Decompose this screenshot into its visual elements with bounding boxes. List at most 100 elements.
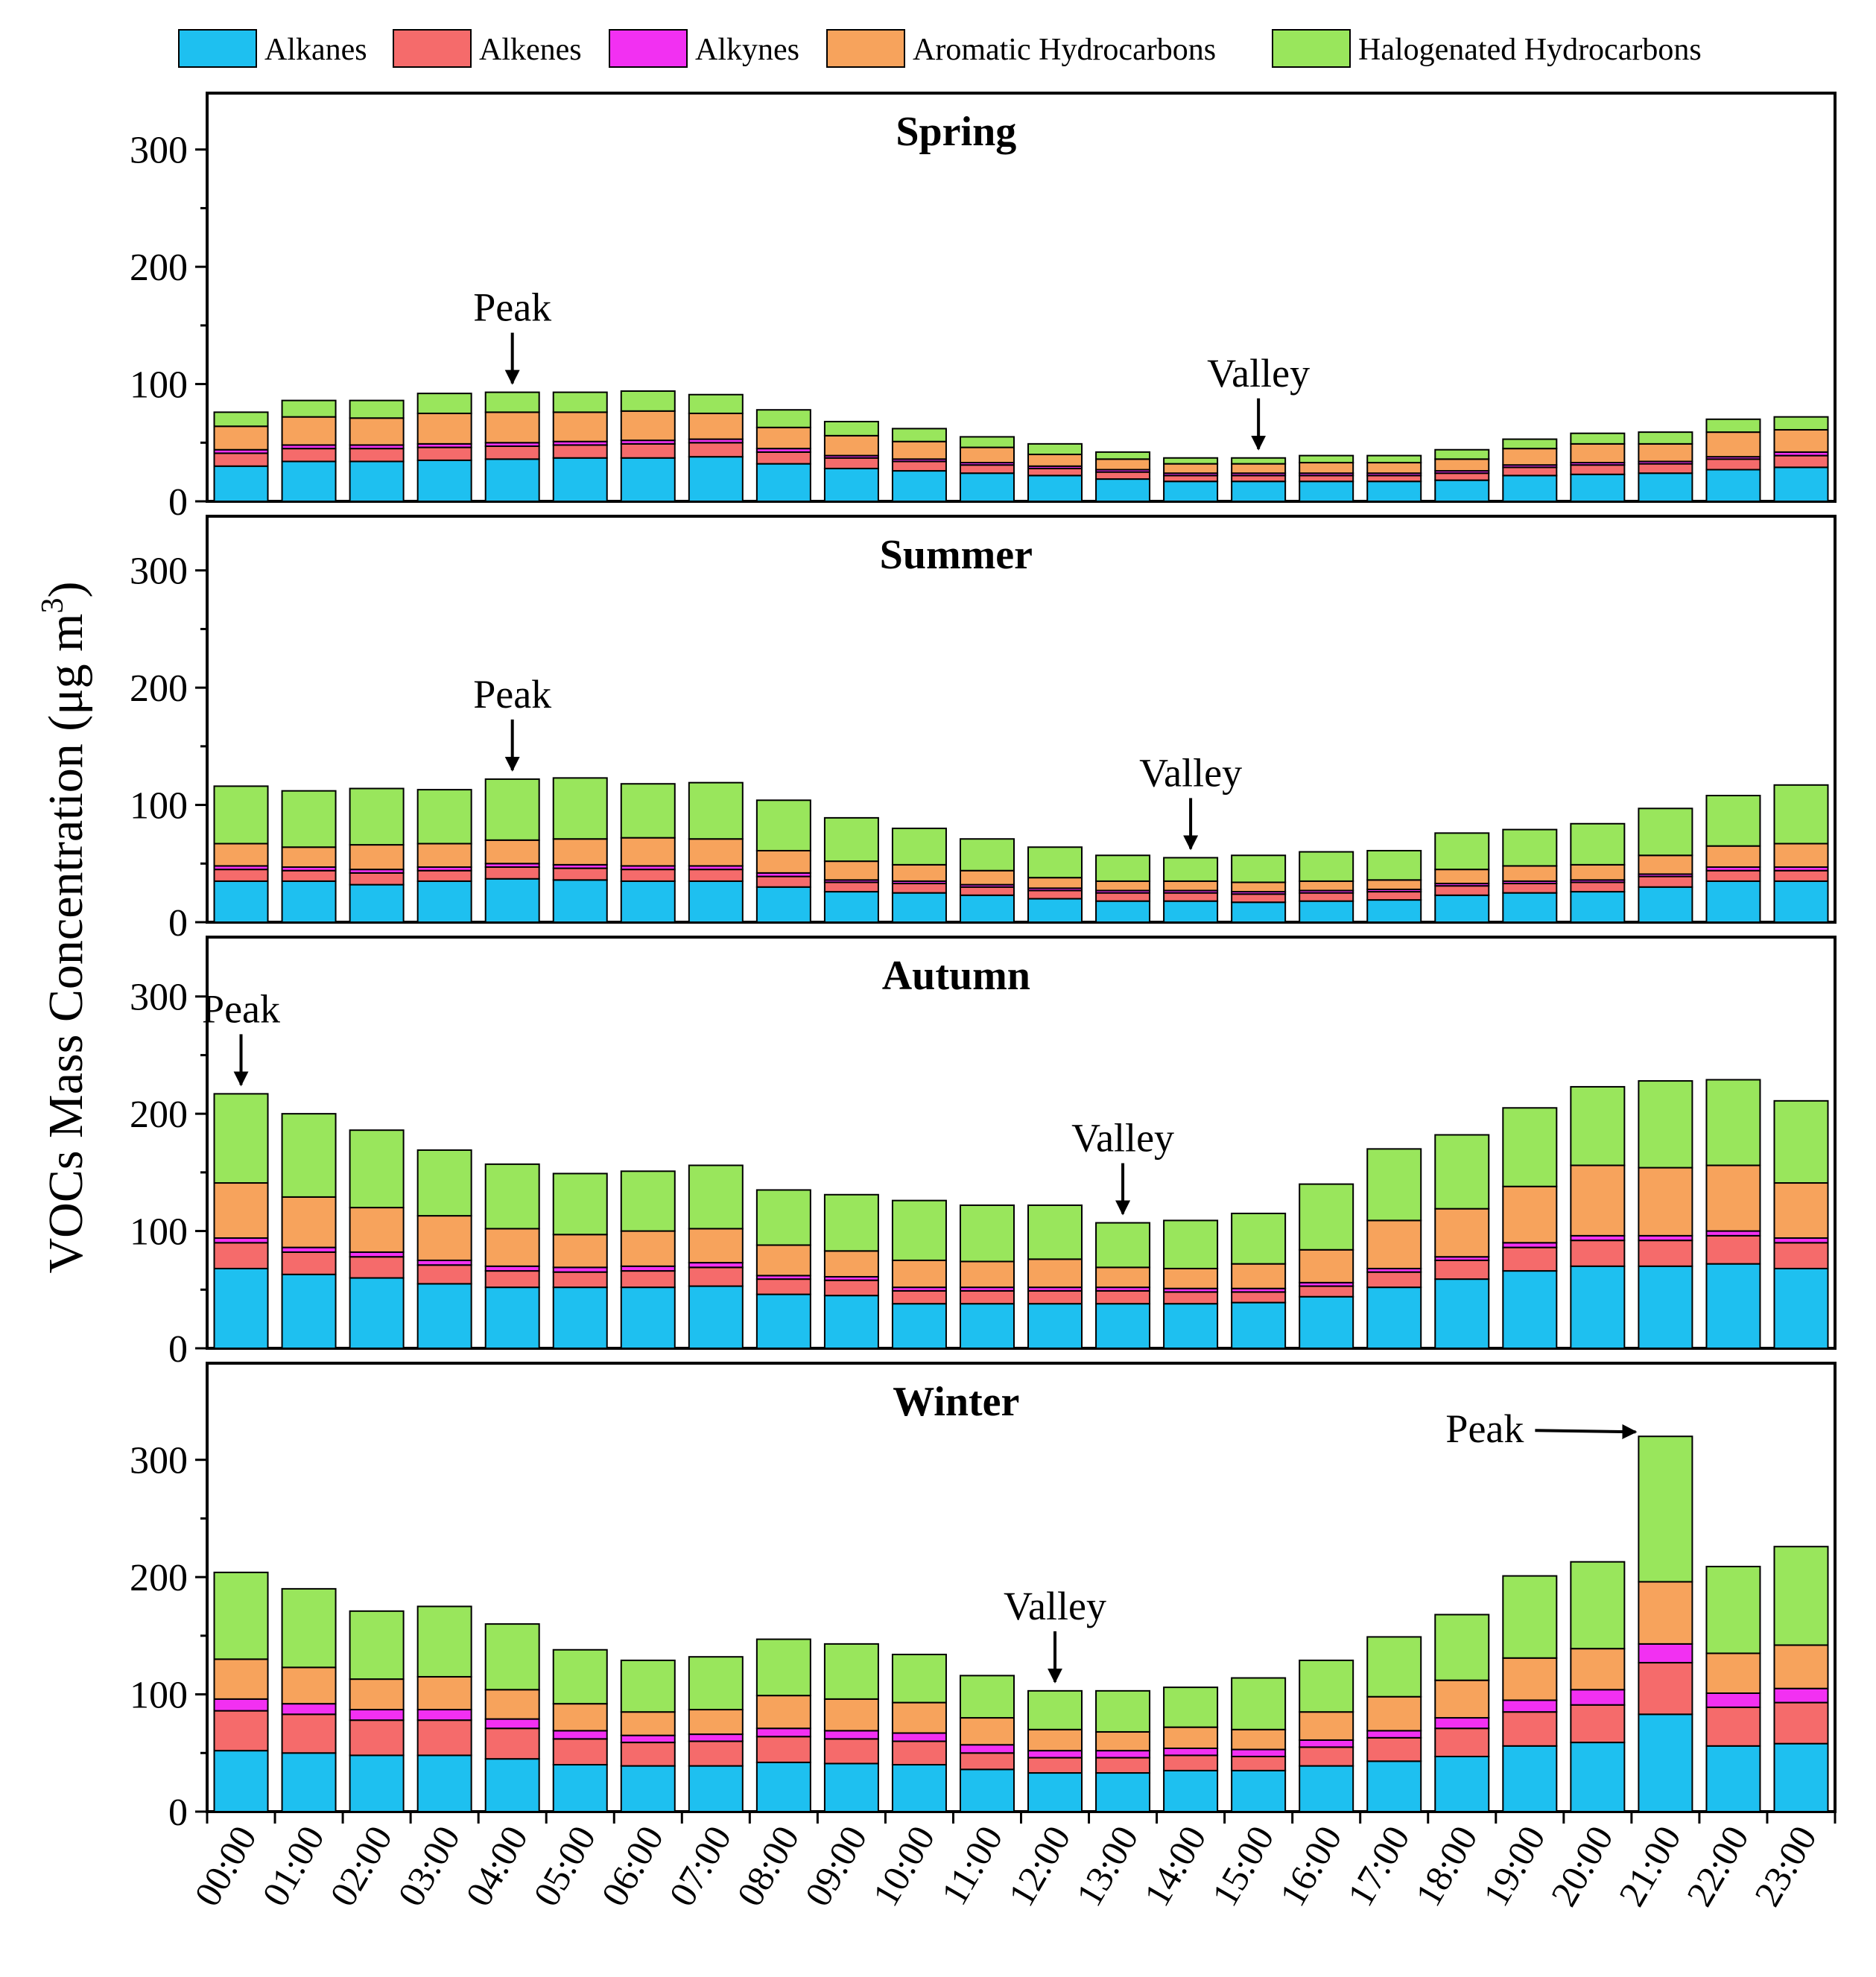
bar-segment-alkenes	[620, 1742, 676, 1767]
bar-segment-alkenes	[755, 1278, 811, 1295]
bar-08:00	[755, 1638, 811, 1812]
bar-segment-aromatic-hydrocarbons	[1434, 869, 1490, 885]
bar-segment-alkenes	[1638, 463, 1693, 475]
bar-segment-alkanes	[1366, 1286, 1422, 1349]
bar-segment-alkynes	[484, 1718, 540, 1730]
bar-segment-aromatic-hydrocarbons	[823, 434, 879, 457]
bar-05:00	[552, 391, 608, 502]
bar-segment-alkanes	[484, 1286, 540, 1349]
bar-segment-alkenes	[1095, 471, 1151, 480]
bar-segment-halogenated-hydrocarbons	[1095, 1689, 1151, 1733]
bar-segment-aromatic-hydrocarbons	[484, 839, 540, 865]
bar-segment-alkenes	[552, 1738, 608, 1766]
bar-segment-aromatic-hydrocarbons	[620, 410, 676, 442]
bar-segment-alkenes	[213, 452, 269, 467]
bar-segment-alkenes	[1366, 1271, 1422, 1289]
bar-segment-aromatic-hydrocarbons	[1773, 1644, 1829, 1689]
bar-segment-aromatic-hydrocarbons	[1366, 462, 1422, 475]
bar-01:00	[281, 1587, 337, 1812]
bar-segment-aromatic-hydrocarbons	[1434, 1208, 1490, 1258]
bar-16:00	[1299, 851, 1354, 923]
bar-segment-alkanes	[1027, 475, 1083, 503]
bar-segment-alkanes	[1570, 473, 1626, 503]
y-tick-label: 200	[130, 667, 188, 710]
panel-title: Spring	[896, 109, 1016, 155]
bar-segment-halogenated-hydrocarbons	[959, 1675, 1015, 1719]
bar-segment-alkenes	[891, 883, 947, 894]
bar-segment-aromatic-hydrocarbons	[755, 1244, 811, 1277]
bar-segment-alkenes	[1366, 475, 1422, 483]
y-axis-title-close: )	[39, 582, 93, 598]
bar-segment-alkanes	[1299, 1765, 1354, 1812]
bar-04:00	[484, 1163, 540, 1349]
panel-frame	[206, 515, 1837, 924]
bar-segment-alkenes	[1095, 1757, 1151, 1774]
y-tick-label: 300	[130, 1440, 188, 1482]
bar-segment-alkenes	[823, 881, 879, 893]
bar-segment-alkanes	[959, 1303, 1015, 1349]
bar-05:00	[552, 1172, 608, 1349]
bar-09:00	[823, 1193, 879, 1349]
bar-segment-aromatic-hydrocarbons	[1502, 448, 1558, 466]
bar-segment-alkenes	[349, 872, 405, 886]
bar-segment-alkenes	[484, 445, 540, 460]
bar-segment-alkenes	[1638, 875, 1693, 888]
bar-segment-aromatic-hydrocarbons	[1705, 845, 1761, 869]
bar-segment-alkanes	[1570, 1265, 1626, 1350]
bar-segment-alkanes	[755, 886, 811, 924]
bar-segment-halogenated-hydrocarbons	[1231, 457, 1287, 465]
bar-segment-halogenated-hydrocarbons	[1502, 1575, 1558, 1659]
bar-segment-aromatic-hydrocarbons	[1570, 1164, 1626, 1237]
bar-segment-alkanes	[349, 1754, 405, 1813]
bar-segment-alkanes	[213, 1267, 269, 1350]
bar-segment-halogenated-hydrocarbons	[1231, 1212, 1287, 1265]
bar-segment-halogenated-hydrocarbons	[213, 785, 269, 845]
bar-segment-aromatic-hydrocarbons	[281, 1196, 337, 1248]
bar-segment-alkenes	[484, 1270, 540, 1289]
bar-segment-alkenes	[823, 457, 879, 469]
bar-22:00	[1705, 794, 1761, 924]
bar-06:00	[620, 783, 676, 924]
bar-segment-alkynes	[281, 1703, 337, 1716]
bar-segment-halogenated-hydrocarbons	[281, 1113, 337, 1198]
x-tick-label: 10:00	[864, 1819, 942, 1914]
bar-segment-halogenated-hydrocarbons	[1095, 854, 1151, 882]
bar-segment-alkanes	[1095, 900, 1151, 923]
bar-13:00	[1095, 451, 1151, 502]
bar-segment-alkanes	[755, 1293, 811, 1350]
bar-segment-aromatic-hydrocarbons	[1299, 462, 1354, 475]
bar-segment-halogenated-hydrocarbons	[1299, 1183, 1354, 1251]
bar-22:00	[1705, 1079, 1761, 1350]
bar-segment-alkynes	[213, 1698, 269, 1712]
annotation-valley: Valley	[1071, 1116, 1174, 1216]
bar-segment-aromatic-hydrocarbons	[1638, 1581, 1693, 1645]
bar-13:00	[1095, 854, 1151, 923]
y-tick-label: 100	[130, 785, 188, 828]
bar-segment-halogenated-hydrocarbons	[1638, 431, 1693, 445]
bar-segment-alkanes	[1502, 892, 1558, 923]
bar-segment-alkanes	[1638, 886, 1693, 924]
bar-segment-aromatic-hydrocarbons	[755, 426, 811, 450]
bar-segment-halogenated-hydrocarbons	[1434, 832, 1490, 871]
bar-segment-alkenes	[755, 1736, 811, 1763]
bar-10:00	[891, 828, 947, 923]
x-tick-label: 07:00	[661, 1819, 739, 1914]
bar-segment-halogenated-hydrocarbons	[213, 1571, 269, 1660]
bar-segment-alkenes	[1366, 891, 1422, 901]
bar-segment-alkenes	[823, 1279, 879, 1297]
bar-segment-aromatic-hydrocarbons	[1366, 1695, 1422, 1732]
bar-01:00	[281, 1113, 337, 1349]
bar-segment-aromatic-hydrocarbons	[416, 412, 472, 445]
bar-segment-alkenes	[1638, 1662, 1693, 1716]
bar-segment-alkynes	[1027, 1750, 1083, 1759]
x-tick-label: 20:00	[1542, 1819, 1620, 1914]
bar-segment-alkynes	[552, 1730, 608, 1740]
bar-03:00	[416, 1605, 472, 1813]
bar-segment-alkynes	[1434, 1717, 1490, 1730]
bar-segment-alkanes	[891, 1303, 947, 1349]
annotation-label: Valley	[1139, 750, 1242, 795]
bar-segment-alkanes	[620, 1765, 676, 1812]
bar-segment-halogenated-hydrocarbons	[1570, 1085, 1626, 1167]
y-tick-label: 300	[130, 550, 188, 593]
bar-segment-alkanes	[1366, 480, 1422, 502]
